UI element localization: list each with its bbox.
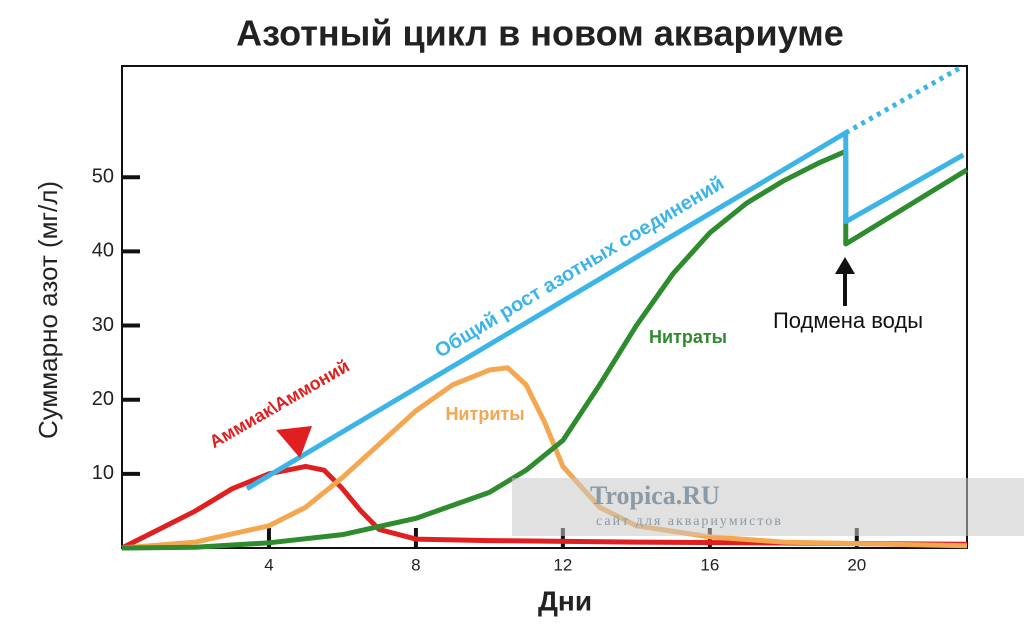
y-tick-label: 50 [92, 166, 114, 188]
x-tick-label: 8 [411, 555, 420, 574]
y-tick-label: 10 [92, 462, 114, 484]
y-tick-label: 40 [92, 240, 114, 262]
annotation-arrowhead [835, 257, 855, 274]
watermark-title: Tropica.RU [590, 481, 720, 510]
series-label: Нитриты [445, 404, 524, 424]
y-tick-label: 30 [92, 314, 114, 336]
x-axis-label: Дни [538, 585, 592, 616]
series-line [245, 130, 965, 491]
x-tick-label: 12 [553, 555, 572, 574]
pointer-triangle [276, 426, 312, 458]
series-line [120, 463, 968, 551]
plot-frame [121, 65, 968, 549]
chart-title: Азотный цикл в новом аквариуме [236, 13, 844, 54]
series-label: Нитраты [649, 327, 727, 347]
x-tick-label: 16 [700, 555, 719, 574]
x-tick-label: 4 [264, 555, 273, 574]
x-tick-label: 20 [847, 555, 866, 574]
watermark-subtitle: сайт для аквариумистов [596, 514, 783, 529]
watermark-box [512, 478, 1024, 536]
series-line [121, 148, 969, 551]
y-axis-label: Суммарно азот (мг/л) [33, 181, 63, 439]
y-tick-label: 20 [92, 388, 114, 410]
annotation: Подмена воды [773, 308, 923, 333]
